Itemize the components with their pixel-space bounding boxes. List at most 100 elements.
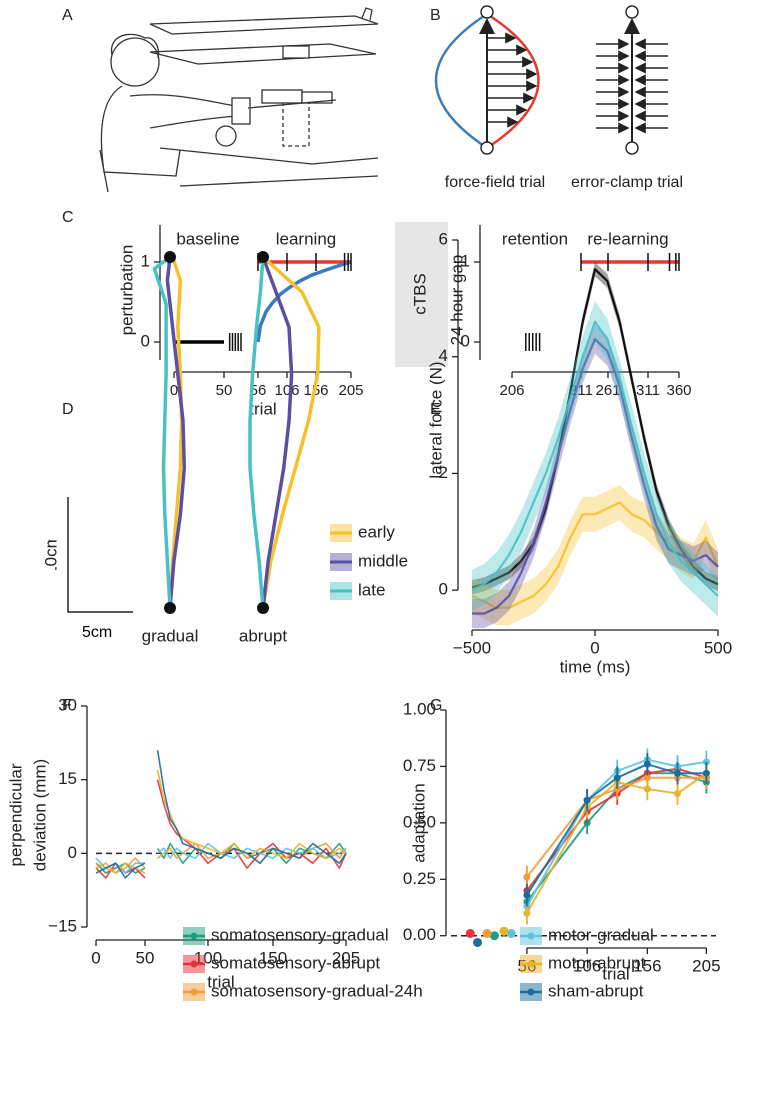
- trajectory: [261, 255, 321, 610]
- device-post: [361, 7, 373, 21]
- series-line: [526, 758, 707, 907]
- mirror: [149, 43, 377, 65]
- legend-marker: [527, 960, 535, 968]
- error-band: [472, 301, 718, 617]
- handle: [231, 97, 251, 125]
- legend-label: somatosensory-abrupt: [211, 953, 380, 972]
- data-point: [673, 769, 681, 777]
- x-tick-label: 205: [338, 382, 363, 399]
- table-edge: [159, 147, 379, 165]
- y-axis-label: deviation (mm): [30, 759, 49, 871]
- series-line: [526, 763, 707, 896]
- hair: [111, 33, 160, 59]
- cylinder-top: [282, 45, 310, 59]
- divider-box: [395, 222, 448, 367]
- x-tick-label: 311: [636, 382, 660, 399]
- y-tick-label: 0: [68, 843, 77, 862]
- robot-rod: [247, 99, 337, 109]
- data-point: [673, 790, 681, 798]
- curve: [486, 12, 540, 150]
- x-tick-label: 205: [692, 956, 720, 975]
- scale-bar: [67, 497, 133, 613]
- x-axis-label: trial: [249, 399, 276, 418]
- y-tick-label: 1: [461, 251, 470, 270]
- start: [480, 141, 494, 155]
- cylinder: [282, 97, 310, 147]
- x-tick-label: 56: [250, 382, 267, 399]
- y-axis-label: adaptation: [409, 783, 428, 862]
- phase-label: retention: [502, 229, 568, 248]
- robot-link: [301, 91, 333, 104]
- legend-label: somatosensory-gradual: [211, 925, 389, 944]
- condition-label: gradual: [142, 626, 199, 645]
- series-line: [95, 750, 347, 879]
- scale-label-holder: 10cm: [40, 540, 60, 570]
- y-tick-label: 1.00: [403, 699, 436, 718]
- y-tick-label: 0: [141, 331, 150, 350]
- start: [625, 141, 639, 155]
- table-front: [179, 175, 379, 187]
- panel-label: C: [62, 209, 74, 226]
- y-tick-label: 0: [439, 580, 448, 599]
- y-tick-label: 0.00: [403, 925, 436, 944]
- start-target: [164, 602, 176, 614]
- panel-label: A: [62, 7, 73, 24]
- y-axis-label: lateral force (N): [426, 361, 445, 478]
- legend-label: early: [358, 522, 395, 541]
- data-point: [613, 774, 621, 782]
- device-top: [149, 15, 379, 35]
- legend-label: somatosensory-gradual-24h: [211, 981, 423, 1000]
- x-tick-label: 206: [499, 382, 524, 399]
- phase-label: baseline: [176, 229, 239, 248]
- armrest-wheel: [215, 125, 237, 147]
- data-point: [643, 785, 651, 793]
- panel-label: B: [430, 7, 441, 24]
- forearm: [149, 115, 239, 129]
- x-axis-label: time (ms): [560, 657, 631, 676]
- scale-label-svg: 10cm: [41, 540, 60, 570]
- x-tick-label: −500: [453, 638, 491, 657]
- legend-label: motor-gradual: [548, 925, 654, 944]
- legend-label: sham-abrupt: [548, 981, 644, 1000]
- clamp-arrows: [596, 38, 668, 134]
- data-point: [643, 760, 651, 768]
- baseline-point: [473, 937, 483, 947]
- setup-illustration: [99, 7, 379, 193]
- divider-label: cTBS: [410, 273, 429, 315]
- panel-label: F: [62, 697, 72, 714]
- target: [625, 5, 639, 19]
- x-tick-label: 360: [666, 382, 691, 399]
- target: [480, 5, 494, 19]
- x-tick-label: 50: [216, 382, 233, 399]
- series-line: [526, 776, 707, 878]
- x-tick-label: 0: [590, 638, 599, 657]
- error-band: [472, 485, 718, 626]
- panel-label: G: [430, 697, 442, 714]
- phase-label: re-learning: [587, 229, 668, 248]
- baseline-point: [465, 928, 475, 938]
- legend-label: motor-abrupt: [548, 953, 646, 972]
- legend-marker: [190, 932, 198, 940]
- x-tick-label: 500: [704, 638, 732, 657]
- y-tick-label: 0: [461, 331, 470, 350]
- x-axis-label: trial: [207, 972, 234, 991]
- series-line: [526, 772, 707, 903]
- x-tick-label: 106: [573, 956, 601, 975]
- head: [110, 37, 160, 87]
- y-tick-label: 4: [439, 346, 448, 365]
- y-tick-label: 1: [141, 251, 150, 270]
- y-tick-label: 0.25: [403, 869, 436, 888]
- end-target: [164, 251, 176, 263]
- y-tick-label: 15: [58, 769, 77, 788]
- series-line: [526, 772, 707, 914]
- series-line: [95, 779, 347, 879]
- baseline-point: [489, 931, 499, 941]
- legend-marker: [190, 960, 198, 968]
- scale-label: 5cm: [82, 624, 113, 641]
- data-point: [583, 796, 591, 804]
- y-axis-label: perturbation: [117, 245, 136, 336]
- caption: force-field trial: [445, 174, 545, 191]
- data-point: [702, 769, 710, 777]
